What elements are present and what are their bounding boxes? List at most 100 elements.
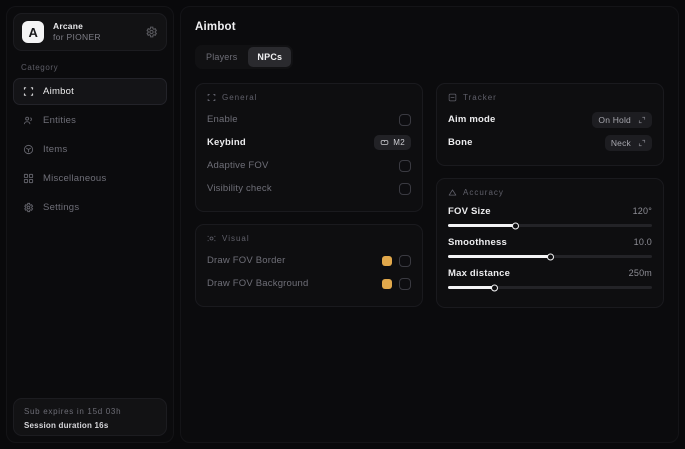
slider-label: Smoothness <box>448 237 508 248</box>
crosshair-icon <box>23 86 34 97</box>
accuracy-card: Accuracy FOV Size 120° <box>436 178 664 308</box>
keybind-button[interactable]: M2 <box>374 135 411 150</box>
draw-fov-background-checkbox[interactable] <box>399 277 411 290</box>
slider-track[interactable] <box>448 253 652 260</box>
subscription-expiry: Sub expires in 15d 03h <box>24 407 122 416</box>
tracker-card-header: Tracker <box>448 93 652 102</box>
subscription-status-panel: Sub expires in 15d 03h Session duration … <box>13 398 167 436</box>
brand-header[interactable]: A Arcane for PIONER <box>13 13 167 51</box>
tracker-card: Tracker Aim mode On Hold <box>436 83 664 166</box>
crosshair-icon <box>207 93 216 102</box>
target-icon <box>448 93 457 102</box>
main-panel: Aimbot Players NPCs General <box>180 6 679 443</box>
sidebar-item-label: Items <box>43 144 68 155</box>
row-keybind[interactable]: Keybind M2 <box>207 131 411 154</box>
slider-header: FOV Size 120° <box>448 206 652 217</box>
page-title: Aimbot <box>195 21 236 33</box>
sidebar-item-label: Miscellaneous <box>43 173 107 184</box>
sidebar-item-aimbot[interactable]: Aimbot <box>13 78 167 105</box>
slider-fov-size[interactable]: FOV Size 120° <box>448 203 652 234</box>
draw-fov-border-checkbox[interactable] <box>399 254 411 267</box>
right-column: Tracker Aim mode On Hold <box>436 83 664 308</box>
row-label: Draw FOV Border <box>207 255 286 266</box>
gear-icon[interactable] <box>145 26 158 39</box>
fov-border-color-swatch[interactable] <box>382 255 392 266</box>
adaptive-fov-checkbox[interactable] <box>399 159 411 172</box>
sidebar-item-label: Entities <box>43 115 77 126</box>
slider-max-distance[interactable]: Max distance 250m <box>448 265 652 296</box>
eye-icon <box>207 234 216 243</box>
fov-background-color-swatch[interactable] <box>382 278 392 289</box>
row-label: Visibility check <box>207 183 272 194</box>
slider-fill <box>448 255 550 258</box>
users-icon <box>23 115 34 126</box>
row-label: Bone <box>448 137 473 148</box>
aim-mode-select[interactable]: On Hold <box>592 111 652 128</box>
bone-value: Neck <box>610 137 631 148</box>
sidebar: A Arcane for PIONER Category Ai <box>6 6 174 443</box>
row-label: Draw FOV Background <box>207 278 309 289</box>
slider-value: 10.0 <box>633 237 652 247</box>
general-card-header: General <box>207 93 411 102</box>
slider-smoothness[interactable]: Smoothness 10.0 <box>448 234 652 265</box>
accuracy-card-header: Accuracy <box>448 188 652 197</box>
settings-columns: General Enable Keybind <box>195 83 664 308</box>
aim-mode-value: On Hold <box>598 114 631 125</box>
row-adaptive-fov[interactable]: Adaptive FOV <box>207 154 411 177</box>
slider-fill <box>448 286 495 289</box>
row-controls <box>382 277 411 290</box>
sidebar-item-label: Settings <box>43 202 80 213</box>
visual-card: Visual Draw FOV Border Draw FOV Backgrou… <box>195 224 423 307</box>
row-label: Adaptive FOV <box>207 160 269 171</box>
bone-select[interactable]: Neck <box>604 134 652 151</box>
mouse-icon <box>380 138 389 147</box>
sidebar-item-items[interactable]: Items <box>13 136 167 163</box>
row-label: Aim mode <box>448 114 496 125</box>
sidebar-nav: Aimbot Entities <box>13 78 167 221</box>
tab-players[interactable]: Players <box>206 52 238 62</box>
tab-npcs[interactable]: NPCs <box>248 47 292 67</box>
visual-card-header: Visual <box>207 234 411 243</box>
row-visibility-check[interactable]: Visibility check <box>207 177 411 200</box>
accuracy-card-title: Accuracy <box>463 188 504 197</box>
slider-fill <box>448 224 516 227</box>
row-draw-fov-background[interactable]: Draw FOV Background <box>207 272 411 295</box>
row-enable[interactable]: Enable <box>207 108 411 131</box>
triangle-icon <box>448 188 457 197</box>
row-bone[interactable]: Bone Neck <box>448 131 652 154</box>
slider-knob[interactable] <box>491 284 499 291</box>
general-card: General Enable Keybind <box>195 83 423 212</box>
brand-subtitle: for PIONER <box>53 31 101 42</box>
sidebar-item-entities[interactable]: Entities <box>13 107 167 134</box>
slider-track[interactable] <box>448 284 652 291</box>
sidebar-item-settings[interactable]: Settings <box>13 194 167 221</box>
enable-checkbox[interactable] <box>399 113 411 126</box>
row-aim-mode[interactable]: Aim mode On Hold <box>448 108 652 131</box>
gear-icon <box>23 202 34 213</box>
sidebar-item-miscellaneous[interactable]: Miscellaneous <box>13 165 167 192</box>
sidebar-item-label: Aimbot <box>43 86 75 97</box>
slider-track[interactable] <box>448 222 652 229</box>
row-controls <box>382 254 411 267</box>
slider-header: Max distance 250m <box>448 268 652 279</box>
brand-text: Arcane for PIONER <box>53 20 101 43</box>
keybind-value: M2 <box>393 138 405 147</box>
row-label: Keybind <box>207 137 246 148</box>
row-label: Enable <box>207 114 238 125</box>
category-label: Category <box>21 63 59 72</box>
slider-knob[interactable] <box>511 222 519 229</box>
session-duration: Session duration 16s <box>24 421 109 430</box>
slider-label: Max distance <box>448 268 511 279</box>
visual-card-title: Visual <box>222 234 250 243</box>
slider-header: Smoothness 10.0 <box>448 237 652 248</box>
grid-icon <box>23 173 34 184</box>
brand-title: Arcane <box>53 20 84 31</box>
visibility-check-checkbox[interactable] <box>399 182 411 195</box>
left-column: General Enable Keybind <box>195 83 423 308</box>
general-card-title: General <box>222 93 258 102</box>
slider-knob[interactable] <box>546 253 554 260</box>
box-icon <box>23 144 34 155</box>
brand-logo: A <box>22 21 44 43</box>
row-draw-fov-border[interactable]: Draw FOV Border <box>207 249 411 272</box>
